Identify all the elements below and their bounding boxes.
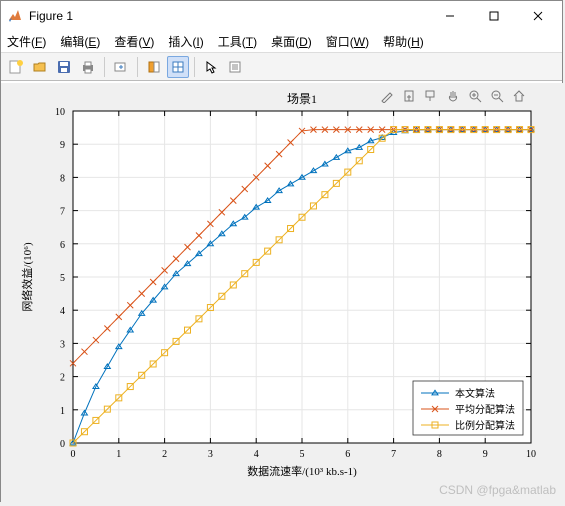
figure-window: Figure 1 文件(F) 编辑(E) 查看(V) 插入(I) 工具(T) 桌面(D) 窗… xyxy=(0,0,563,502)
close-button[interactable] xyxy=(516,2,560,30)
svg-text:数据流速率/(10³ kb.s-1): 数据流速率/(10³ kb.s-1) xyxy=(247,464,357,478)
svg-text:6: 6 xyxy=(60,240,65,251)
figure-area: 0 1 2 3 4 5 6 7 8 9 10 0 1 2 3 4 5 6 7 8 9 10 场景1 数据流速率/(10³ kb… xyxy=(1,83,562,501)
menu-h[interactable]: 帮助(H) xyxy=(383,33,424,50)
menu-t[interactable]: 工具(T) xyxy=(218,33,257,50)
svg-text:1: 1 xyxy=(116,449,121,460)
zoom-out-icon[interactable] xyxy=(488,87,506,105)
svg-text:4: 4 xyxy=(60,306,65,317)
zoom-in-icon[interactable] xyxy=(466,87,484,105)
link-button[interactable] xyxy=(110,56,132,78)
svg-text:7: 7 xyxy=(60,207,65,218)
svg-text:3: 3 xyxy=(60,339,65,350)
datatip-icon[interactable] xyxy=(422,87,440,105)
watermark: CSDN @fpga&matlab xyxy=(439,483,556,497)
menubar: 文件(F) 编辑(E) 查看(V) 插入(I) 工具(T) 桌面(D) 窗口(W) 帮助(H) xyxy=(1,31,562,53)
axes-toolbar xyxy=(378,87,528,105)
svg-text:2: 2 xyxy=(60,373,65,384)
home-icon[interactable] xyxy=(510,87,528,105)
svg-text:8: 8 xyxy=(437,449,442,460)
menu-d[interactable]: 桌面(D) xyxy=(271,33,312,50)
svg-text:0: 0 xyxy=(71,449,76,460)
data-cursor-button[interactable] xyxy=(167,56,189,78)
svg-text:9: 9 xyxy=(483,449,488,460)
menu-f[interactable]: 文件(F) xyxy=(7,33,46,50)
chart: 0 1 2 3 4 5 6 7 8 9 10 0 1 2 3 4 5 6 7 8 9 10 场景1 数据流速率/(10³ kb… xyxy=(1,83,564,503)
menu-e[interactable]: 编辑(E) xyxy=(60,33,100,50)
pointer-button[interactable] xyxy=(200,56,222,78)
svg-text:本文算法: 本文算法 xyxy=(455,387,495,400)
insert-button[interactable] xyxy=(224,56,246,78)
save-button[interactable] xyxy=(53,56,75,78)
titlebar[interactable]: Figure 1 xyxy=(1,1,562,31)
svg-text:平均分配算法: 平均分配算法 xyxy=(455,403,515,416)
new-figure-button[interactable] xyxy=(5,56,27,78)
brush-icon[interactable] xyxy=(378,87,396,105)
maximize-button[interactable] xyxy=(472,2,516,30)
print-button[interactable] xyxy=(77,56,99,78)
svg-text:2: 2 xyxy=(162,449,167,460)
pan-icon[interactable] xyxy=(444,87,462,105)
svg-text:10: 10 xyxy=(55,107,65,118)
svg-text:网络效益/(10⁶): 网络效益/(10⁶) xyxy=(20,242,34,312)
export-icon[interactable] xyxy=(400,87,418,105)
svg-text:3: 3 xyxy=(208,449,213,460)
toolbar xyxy=(1,53,562,81)
svg-text:9: 9 xyxy=(60,140,65,151)
open-button[interactable] xyxy=(29,56,51,78)
svg-text:8: 8 xyxy=(60,173,65,184)
svg-text:7: 7 xyxy=(391,449,396,460)
svg-text:0: 0 xyxy=(60,439,65,450)
svg-text:场景1: 场景1 xyxy=(287,92,317,106)
svg-text:1: 1 xyxy=(60,406,65,417)
matlab-icon xyxy=(7,8,23,24)
menu-v[interactable]: 查看(V) xyxy=(114,33,154,50)
window-title: Figure 1 xyxy=(29,9,428,23)
svg-text:5: 5 xyxy=(60,273,65,284)
svg-text:6: 6 xyxy=(345,449,350,460)
svg-text:4: 4 xyxy=(254,449,259,460)
rotate-button[interactable] xyxy=(143,56,165,78)
menu-w[interactable]: 窗口(W) xyxy=(326,33,369,50)
menu-i[interactable]: 插入(I) xyxy=(168,33,203,50)
svg-text:比例分配算法: 比例分配算法 xyxy=(455,419,515,432)
svg-text:10: 10 xyxy=(526,449,536,460)
svg-text:5: 5 xyxy=(300,449,305,460)
minimize-button[interactable] xyxy=(428,2,472,30)
